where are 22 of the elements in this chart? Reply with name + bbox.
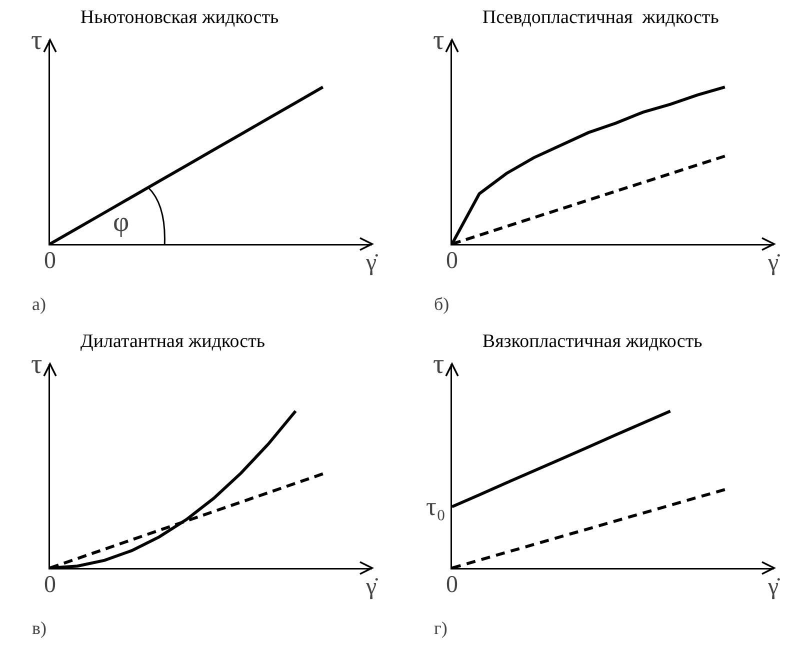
text: 0: [44, 572, 56, 598]
text: в): [32, 618, 46, 638]
chart-title: Дилатантная жидкость: [80, 331, 266, 352]
x-axis-title: γ̇: [767, 574, 781, 600]
annotation: τ₀: [426, 492, 446, 521]
text: а): [32, 294, 46, 314]
text: г): [434, 618, 448, 638]
annotation: φ: [113, 207, 130, 238]
x-axis-title: γ̇: [365, 574, 379, 600]
text: 0: [446, 248, 458, 274]
y-axis-title: τ: [433, 25, 444, 56]
y-axis-title: τ: [31, 25, 42, 56]
x-axis-title: γ̇: [767, 250, 781, 276]
chart-title: Вязкопластичная жидкость: [482, 331, 703, 352]
text: б): [434, 294, 450, 314]
chart-title: Псевдопластичная жидкость: [482, 7, 720, 28]
text: 0: [446, 572, 458, 598]
text: 0: [44, 248, 56, 274]
x-axis-title: γ̇: [365, 250, 379, 276]
chart-title: Ньютоновская жидкость: [80, 7, 280, 28]
y-axis-title: τ: [31, 349, 42, 380]
y-axis-title: τ: [433, 349, 444, 380]
